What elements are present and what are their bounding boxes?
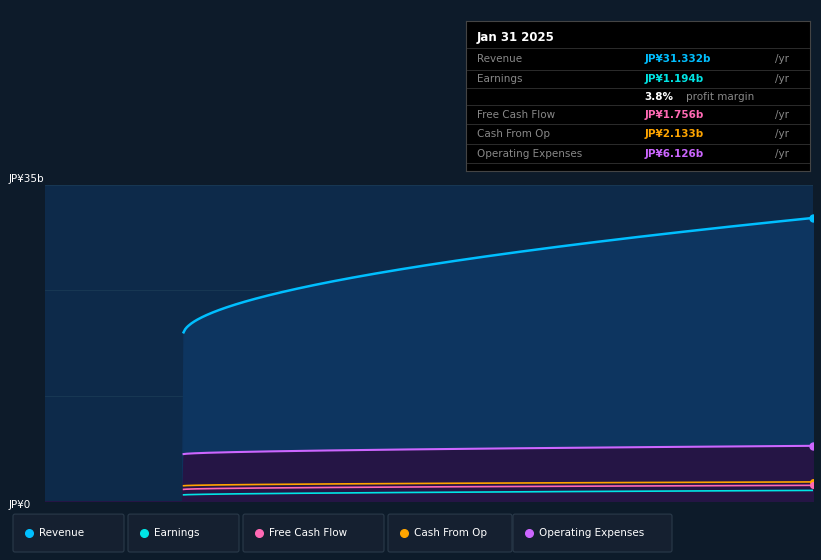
Text: JP¥1.756b: JP¥1.756b bbox=[644, 110, 704, 119]
Text: Earnings: Earnings bbox=[154, 528, 200, 538]
Text: JP¥2.133b: JP¥2.133b bbox=[644, 129, 704, 139]
Text: Cash From Op: Cash From Op bbox=[414, 528, 487, 538]
Text: Operating Expenses: Operating Expenses bbox=[539, 528, 644, 538]
Text: Free Cash Flow: Free Cash Flow bbox=[269, 528, 347, 538]
Text: JP¥0: JP¥0 bbox=[8, 500, 30, 510]
Text: /yr: /yr bbox=[775, 110, 789, 119]
Text: Earnings: Earnings bbox=[477, 74, 522, 84]
Text: JP¥31.332b: JP¥31.332b bbox=[644, 54, 711, 64]
Text: /yr: /yr bbox=[775, 148, 789, 158]
Text: 3.8%: 3.8% bbox=[644, 91, 674, 101]
Text: JP¥35b: JP¥35b bbox=[8, 174, 44, 184]
FancyBboxPatch shape bbox=[128, 514, 239, 552]
FancyBboxPatch shape bbox=[388, 514, 512, 552]
Text: /yr: /yr bbox=[775, 129, 789, 139]
Text: /yr: /yr bbox=[775, 54, 789, 64]
Text: Operating Expenses: Operating Expenses bbox=[477, 148, 582, 158]
Text: /yr: /yr bbox=[775, 74, 789, 84]
Text: Cash From Op: Cash From Op bbox=[477, 129, 549, 139]
FancyBboxPatch shape bbox=[13, 514, 124, 552]
Text: profit margin: profit margin bbox=[686, 91, 754, 101]
Text: Free Cash Flow: Free Cash Flow bbox=[477, 110, 555, 119]
Text: Jan 31 2025: Jan 31 2025 bbox=[477, 31, 554, 44]
Text: Revenue: Revenue bbox=[477, 54, 522, 64]
FancyBboxPatch shape bbox=[243, 514, 384, 552]
FancyBboxPatch shape bbox=[513, 514, 672, 552]
Text: JP¥1.194b: JP¥1.194b bbox=[644, 74, 704, 84]
Text: JP¥6.126b: JP¥6.126b bbox=[644, 148, 704, 158]
Text: Revenue: Revenue bbox=[39, 528, 84, 538]
